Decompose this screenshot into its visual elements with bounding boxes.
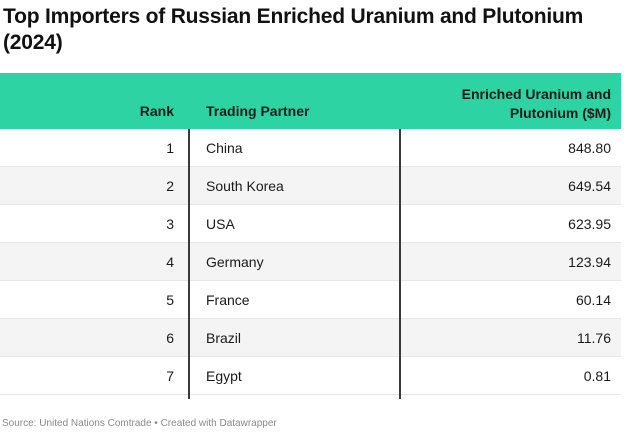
trading-partner-cell: China [206, 140, 243, 156]
value-cell: 848.80 [568, 140, 611, 156]
trading-partner-cell: Egypt [206, 368, 242, 384]
rank-cell: 2 [166, 178, 174, 194]
rank-cell: 5 [166, 292, 174, 308]
value-cell: 649.54 [568, 178, 611, 194]
table-header: Rank Trading Partner Enriched Uranium an… [0, 73, 621, 129]
trading-partner-cell: Germany [206, 254, 264, 270]
table-row: 2 South Korea 649.54 [0, 167, 621, 205]
table-row: 7 Egypt 0.81 [0, 357, 621, 395]
table-row: 1 China 848.80 [0, 129, 621, 167]
rank-cell: 1 [166, 140, 174, 156]
table-row: 3 USA 623.95 [0, 205, 621, 243]
trading-partner-cell: South Korea [206, 178, 284, 194]
value-cell: 0.81 [583, 368, 611, 384]
column-header-rank[interactable]: Rank [139, 103, 174, 119]
rank-cell: 7 [166, 368, 174, 384]
table-row: 6 Brazil 11.76 [0, 319, 621, 357]
column-header-value[interactable]: Enriched Uranium and Plutonium ($M) [461, 86, 611, 121]
table-row: 4 Germany 123.94 [0, 243, 621, 281]
trading-partner-cell: USA [206, 216, 235, 232]
source-note: Source: United Nations Comtrade • Create… [2, 418, 277, 429]
column-divider [399, 129, 401, 399]
rank-cell: 4 [166, 254, 174, 270]
value-cell: 623.95 [568, 216, 611, 232]
column-header-trading-partner[interactable]: Trading Partner [206, 103, 310, 119]
data-table: Rank Trading Partner Enriched Uranium an… [0, 73, 621, 400]
value-cell: 123.94 [568, 254, 611, 270]
value-cell: 11.76 [577, 330, 611, 346]
value-cell: 60.14 [575, 292, 611, 308]
column-divider [188, 129, 190, 399]
rank-cell: 6 [166, 330, 174, 346]
chart-title: Top Importers of Russian Enriched Uraniu… [3, 5, 584, 54]
table-row: 5 France 60.14 [0, 281, 621, 319]
trading-partner-cell: France [206, 292, 250, 308]
trading-partner-cell: Brazil [206, 330, 242, 346]
rank-cell: 3 [166, 216, 174, 232]
